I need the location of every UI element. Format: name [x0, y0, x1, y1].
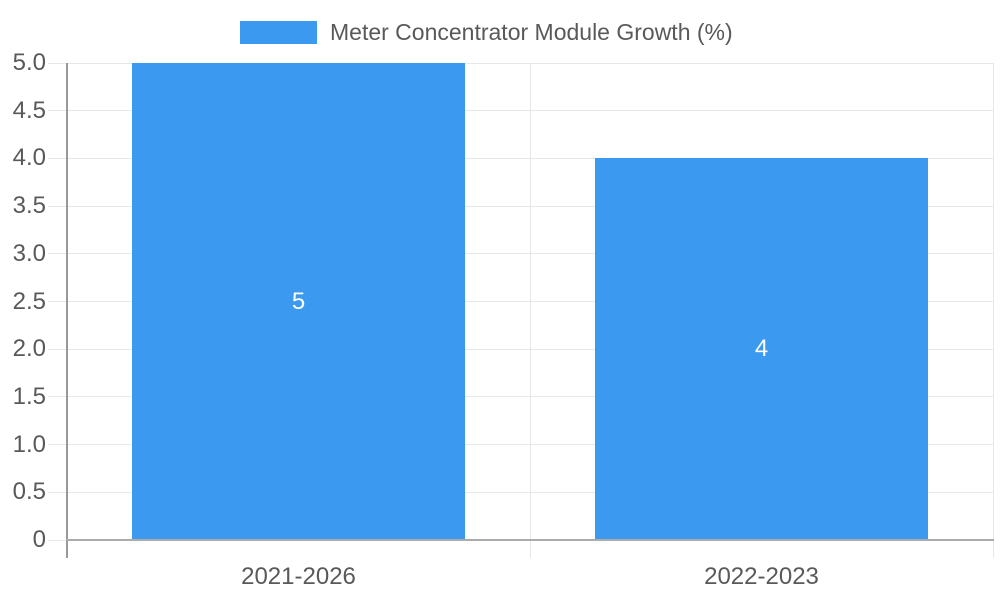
bar[interactable]: [131, 63, 466, 540]
x-category-label: 2022-2023: [704, 563, 819, 590]
vertical-gridline: [529, 63, 531, 558]
y-tick-mark: [48, 205, 67, 207]
y-tick-label: 0.5: [12, 478, 46, 506]
y-tick-mark: [48, 253, 67, 255]
x-category-label: 2021-2026: [241, 563, 356, 590]
y-tick-label: 4.0: [12, 144, 46, 172]
bar-value-label: 5: [291, 287, 306, 315]
y-tick-label: 5.0: [12, 49, 46, 76]
y-tick-label: 3.0: [12, 239, 46, 267]
y-tick-mark: [48, 491, 67, 493]
vertical-gridline: [992, 63, 994, 558]
y-tick-label: 2.0: [12, 335, 46, 363]
bar-value-label: 4: [754, 335, 769, 363]
y-tick-mark: [48, 62, 67, 64]
y-tick-label: 3.5: [12, 192, 46, 220]
x-axis-line: [66, 539, 994, 541]
y-tick-mark: [48, 539, 67, 541]
y-axis-line: [66, 63, 68, 558]
y-tick-mark: [48, 301, 67, 302]
y-tick-label: 4.5: [12, 96, 46, 124]
y-tick-label: 1.0: [12, 430, 46, 458]
y-tick-label: 2.5: [12, 287, 46, 315]
y-tick-mark: [48, 110, 67, 112]
y-tick-mark: [48, 157, 67, 159]
legend-label: Meter Concentrator Module Growth (%): [330, 19, 733, 45]
y-tick-label: 1.5: [12, 382, 46, 410]
y-tick-mark: [48, 444, 67, 446]
y-tick-mark: [48, 396, 67, 398]
y-tick-mark: [48, 348, 67, 350]
bar[interactable]: [594, 158, 929, 540]
legend-swatch-icon: [240, 20, 317, 44]
chart-legend[interactable]: Meter Concentrator Module Growth (%): [240, 20, 733, 44]
y-tick-label: 0: [32, 526, 46, 553]
